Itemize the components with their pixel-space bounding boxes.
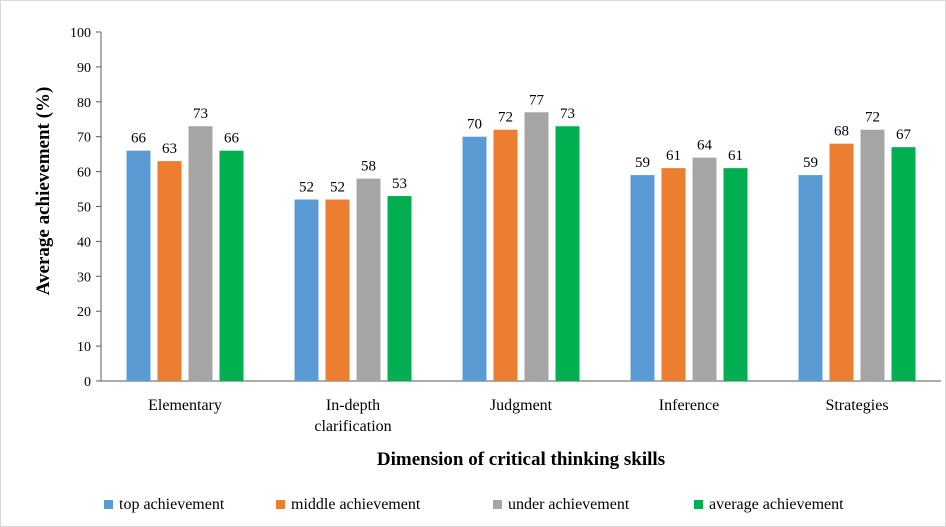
x-tick-label-line: Elementary [148,397,222,414]
legend-swatch [104,500,113,509]
legend-label: under achievement [508,496,630,513]
legend: top achievement middle achievement under a… [104,496,844,513]
y-tick-label: 90 [77,61,91,76]
data-label: 66 [224,131,240,147]
y-tick-label: 30 [77,270,91,285]
data-label: 64 [697,138,713,154]
x-tick-label: Strategies [825,397,888,414]
y-tick-label: 20 [77,305,91,320]
y-axis-title: Average achievement (%) [33,87,54,296]
y-tick-label: 50 [77,201,91,216]
data-label: 72 [865,110,880,126]
data-label: 77 [529,92,545,108]
bar [630,175,655,381]
data-label: 70 [467,117,482,133]
x-tick-label-line: Judgment [490,397,553,414]
legend-label: middle achievement [291,496,421,513]
y-tick-label: 10 [77,340,91,355]
data-label: 61 [666,148,681,164]
x-tick-label: Judgment [490,397,553,414]
bar [462,136,487,381]
bar [356,178,381,381]
bar [692,157,717,381]
x-tick-label: In-depth clarification [314,397,391,435]
bar [126,150,151,381]
bar [294,199,319,381]
bar [829,143,854,381]
x-tick-label: Inference [659,397,719,414]
data-label: 58 [361,159,376,175]
data-label: 67 [896,127,912,143]
legend-swatch [694,500,703,509]
data-label: 59 [803,155,818,171]
legend-swatch [493,500,502,509]
x-tick-label: Elementary [148,397,222,414]
bar [798,175,823,381]
x-tick-label-line: Inference [659,397,719,414]
x-tick-label-line: In-depth [326,397,380,414]
legend-label: average achievement [709,496,844,513]
legend-swatch [276,500,285,509]
legend-label: top achievement [119,496,225,513]
bar [860,129,885,381]
data-label: 73 [560,106,575,122]
bar [493,129,518,381]
bar [661,168,686,381]
bar [157,161,182,381]
y-tick-label: 70 [77,131,91,146]
data-label: 63 [162,141,177,157]
data-label: 68 [834,124,849,140]
bar [723,168,748,381]
data-label: 52 [299,180,314,196]
bar [555,126,580,381]
data-label: 66 [131,131,147,147]
data-label: 52 [330,180,345,196]
y-tick-label: 80 [77,96,91,111]
x-tick-label-line: Strategies [825,397,888,414]
plot-area: 0 10 20 30 40 50 60 70 80 90 100 66 63 73 66 Elementary… [70,26,941,435]
data-label: 59 [635,155,650,171]
x-tick-label-line: clarification [314,418,391,435]
y-tick-label: 100 [70,26,91,41]
bar [387,196,412,381]
y-tick-label: 40 [77,235,91,250]
bar [325,199,350,381]
y-tick-label: 0 [84,375,91,390]
data-label: 61 [728,148,743,164]
data-label: 53 [392,176,407,192]
data-label: 73 [193,106,208,122]
data-label: 72 [498,110,513,126]
bar [891,147,916,381]
x-axis-title: Dimension of critical thinking skills [377,449,665,470]
y-tick-label: 60 [77,166,91,181]
bar [219,150,244,381]
bar [188,126,213,381]
bar [524,112,549,382]
